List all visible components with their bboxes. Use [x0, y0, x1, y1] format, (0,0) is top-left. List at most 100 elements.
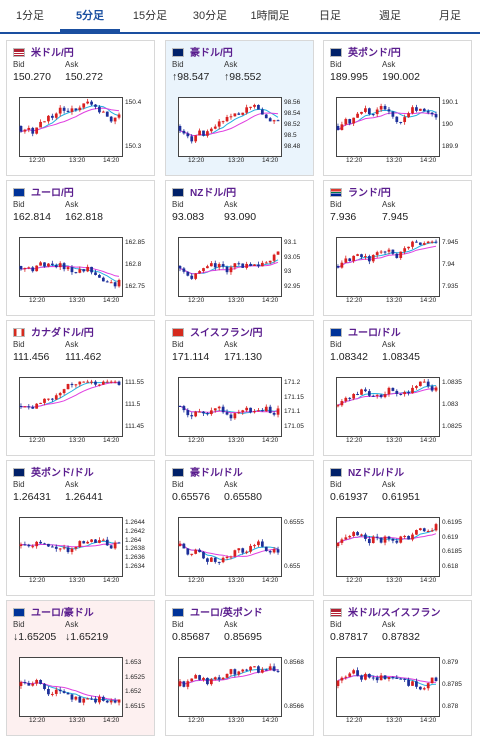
tab-15min[interactable]: 15分足	[132, 10, 168, 22]
candle-body	[190, 275, 194, 279]
tab-30min[interactable]: 30分足	[192, 10, 228, 22]
pair-label[interactable]: 米ドル/円	[31, 48, 74, 59]
candlestick-chart[interactable]: 7.945 7.94 7.935 12:20 13:20 14:20	[330, 233, 466, 305]
bid-label: Bid	[13, 60, 25, 69]
candlestick-chart[interactable]: 190.1 190 189.9 12:20 13:20 14:20	[330, 93, 466, 165]
currency-card[interactable]: ランド/円 Bid Ask 7.936 7.945 7.945 7.94 7.935 12:20…	[323, 180, 472, 316]
y-tick-label: 98.5	[284, 132, 297, 139]
currency-card[interactable]: ユーロ/豪ドル Bid Ask ↓1.65205 ↓1.65219 1.653 1.6525…	[6, 600, 155, 736]
pair-label[interactable]: ユーロ/ドル	[348, 328, 401, 339]
ask-value: 150.272	[65, 71, 103, 83]
candle-body	[209, 263, 213, 267]
candle-body	[257, 410, 260, 412]
bid-value: 93.083	[172, 211, 205, 223]
pair-label[interactable]: 米ドル/スイスフラン	[348, 608, 441, 619]
currency-card[interactable]: ユーロ/英ポンド Bid Ask 0.85687 0.85695 0.8568 0.8566…	[165, 600, 314, 736]
candlestick-chart[interactable]: 93.1 93.05 93 92.95 12:20 13:20 14:20	[172, 233, 308, 305]
pair-label[interactable]: カナダドル/円	[31, 328, 94, 339]
currency-card[interactable]: 豪ドル/円 Bid Ask ↑98.547 ↑98.552 98.56 98.54 98.52…	[165, 40, 314, 176]
candle-body	[399, 393, 403, 395]
candle-body	[109, 116, 113, 122]
pair-label[interactable]: ユーロ/豪ドル	[31, 608, 94, 619]
candlestick-chart[interactable]: 98.56 98.54 98.52 98.5 98.48 12:20 13:20 14:20	[172, 93, 308, 165]
pair-label[interactable]: 英ポンド/ドル	[31, 468, 94, 479]
pair-name[interactable]: カナダドル/円	[13, 324, 94, 339]
pair-label[interactable]: NZドル/ドル	[348, 468, 405, 479]
candle-body	[379, 106, 383, 110]
candle-body	[430, 241, 434, 243]
candlestick-chart[interactable]: 111.55 111.5 111.45 12:20 13:20 14:20	[13, 373, 149, 445]
currency-card[interactable]: ユーロ/円 Bid Ask 162.814 162.818 162.85 162.8 162.…	[6, 180, 155, 316]
candle-body	[276, 670, 280, 672]
pair-name[interactable]: NZドル/ドル	[330, 464, 405, 479]
candlestick-chart[interactable]: 0.879 0.8785 0.878 12:20 13:20 14:20	[330, 653, 466, 725]
currency-card[interactable]: カナダドル/円 Bid Ask 111.456 111.462 111.55 111.5 11…	[6, 320, 155, 456]
pair-label[interactable]: ランド/円	[348, 188, 391, 199]
pair-label[interactable]: 豪ドル/ドル	[190, 468, 243, 479]
pair-label[interactable]: ユーロ/英ポンド	[190, 608, 263, 619]
tab-1hour[interactable]: 1時間足	[250, 10, 290, 22]
candlestick-chart[interactable]: 0.6195 0.619 0.6185 0.618 12:20 13:20 14:20	[330, 513, 466, 585]
candle-body	[387, 677, 391, 679]
candlestick-chart[interactable]: 150.4 150.3 12:20 13:20 14:20	[13, 93, 149, 165]
currency-card[interactable]: 米ドル/スイスフラン Bid Ask 0.87817 0.87832 0.879 0.878…	[323, 600, 472, 736]
currency-card[interactable]: 英ポンド/円 Bid Ask 189.995 190.002 190.1 190 189.9 1…	[323, 40, 472, 176]
chart-svg	[336, 103, 438, 131]
currency-card[interactable]: スイスフラン/円 Bid Ask 171.114 171.130 171.2 171.15 1…	[165, 320, 314, 456]
eu-flag-icon	[172, 607, 184, 617]
candle-body	[225, 266, 229, 273]
currency-card[interactable]: ユーロ/ドル Bid Ask 1.08342 1.08345 1.0835 1.083 1.0…	[323, 320, 472, 456]
y-tick-label: 1.652	[125, 688, 142, 696]
candlestick-chart[interactable]: 171.2 171.15 171.1 171.05 12:20 13:20 14:20	[172, 373, 308, 445]
pair-name[interactable]: スイスフラン/円	[172, 324, 263, 339]
currency-card[interactable]: 米ドル/円 Bid Ask 150.270 150.272 150.4 150.3 12:20…	[6, 40, 155, 176]
pair-name[interactable]: NZドル/円	[172, 184, 237, 199]
candle-body	[225, 557, 229, 559]
candlestick-chart[interactable]: 0.8568 0.8566 12:20 13:20 14:20	[172, 653, 308, 725]
tab-daily[interactable]: 日足	[319, 10, 341, 22]
candlestick-chart[interactable]: 0.6555 0.655 12:20 13:20 14:20	[172, 513, 308, 585]
currency-card[interactable]: NZドル/円 Bid Ask 93.083 93.090 93.1 93.05 93 92.95…	[165, 180, 314, 316]
pair-name[interactable]: 英ポンド/円	[330, 44, 401, 59]
candle-body	[202, 411, 205, 414]
currency-card[interactable]: 豪ドル/ドル Bid Ask 0.65576 0.65580 0.6555 0.655 12:…	[165, 460, 314, 596]
tab-1min[interactable]: 1分足	[15, 10, 45, 22]
pair-label[interactable]: NZドル/円	[190, 188, 237, 199]
currency-card[interactable]: NZドル/ドル Bid Ask 0.61937 0.61951 0.6195 0.619 0.…	[323, 460, 472, 596]
pair-name[interactable]: 米ドル/スイスフラン	[330, 604, 441, 619]
candle-body	[375, 677, 379, 681]
pair-name[interactable]: ユーロ/英ポンド	[172, 604, 263, 619]
candle-body	[178, 543, 182, 546]
pair-name[interactable]: 米ドル/円	[13, 44, 74, 59]
y-tick-label: 7.935	[442, 283, 459, 290]
candlestick-chart[interactable]: 162.85 162.8 162.75 12:20 13:20 14:20	[13, 233, 149, 305]
pair-name[interactable]: ランド/円	[330, 184, 391, 199]
x-tick-label: 13:20	[69, 577, 86, 584]
tab-weekly[interactable]: 週足	[379, 10, 401, 22]
pair-name[interactable]: ユーロ/豪ドル	[13, 604, 94, 619]
pair-name[interactable]: ユーロ/ドル	[330, 324, 401, 339]
currency-card[interactable]: 英ポンド/ドル Bid Ask 1.26431 1.26441 1.2644 1.2642 1…	[6, 460, 155, 596]
pair-label[interactable]: 豪ドル/円	[190, 48, 233, 59]
candlestick-chart[interactable]: 1.653 1.6525 1.652 1.6515 12:20 13:20 14:20	[13, 653, 149, 725]
tab-monthly[interactable]: 月足	[439, 10, 461, 22]
candle-body	[19, 266, 23, 270]
tab-5min[interactable]: 5分足	[60, 0, 120, 32]
candlestick-chart[interactable]: 1.0835 1.083 1.0825 12:20 13:20 14:20	[330, 373, 466, 445]
pair-name[interactable]: 英ポンド/ドル	[13, 464, 94, 479]
pair-name[interactable]: 豪ドル/ドル	[172, 464, 243, 479]
candle-body	[407, 392, 410, 394]
bid-label: Bid	[13, 340, 25, 349]
candle-body	[101, 381, 105, 385]
bid-label: Bid	[172, 620, 184, 629]
candle-body	[90, 381, 93, 383]
candle-body	[352, 532, 356, 536]
candlestick-chart[interactable]: 1.2644 1.2642 1.264 1.2638 1.2636 1.2634 12:20…	[13, 513, 149, 585]
candle-body	[426, 111, 430, 113]
pair-label[interactable]: スイスフラン/円	[190, 328, 263, 339]
pair-label[interactable]: 英ポンド/円	[348, 48, 401, 59]
pair-name[interactable]: 豪ドル/円	[172, 44, 233, 59]
pair-name[interactable]: ユーロ/円	[13, 184, 74, 199]
x-tick-label: 14:20	[420, 157, 437, 164]
pair-label[interactable]: ユーロ/円	[31, 188, 74, 199]
